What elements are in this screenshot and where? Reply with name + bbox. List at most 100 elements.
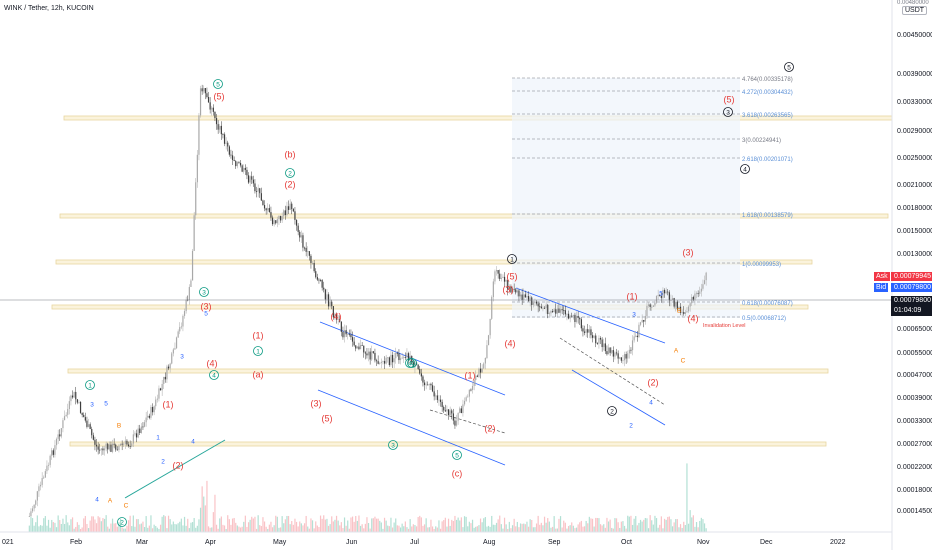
candle-body — [609, 347, 611, 353]
volume-bar — [278, 527, 280, 532]
candle-body — [214, 111, 216, 119]
candle-body — [147, 415, 149, 418]
candle-body — [390, 354, 392, 366]
time-tick-label: Nov — [697, 539, 710, 546]
volume-bar — [204, 505, 206, 532]
volume-bar — [351, 516, 354, 532]
candle-body — [65, 414, 67, 417]
bar-countdown: 01:04:09 — [894, 307, 922, 314]
time-tick-label: Oct — [621, 539, 632, 546]
volume-bar — [694, 526, 696, 532]
volume-bar — [203, 496, 205, 532]
candle-body — [647, 304, 650, 306]
volume-bar — [515, 526, 517, 532]
volume-bar — [385, 520, 387, 532]
volume-bar — [348, 528, 350, 532]
volume-bar — [246, 526, 248, 532]
candle-body — [132, 434, 134, 444]
candle-body — [68, 401, 70, 409]
candle-body — [612, 350, 614, 357]
wave-label: (2) — [485, 424, 496, 434]
wave-label: 5 — [104, 401, 108, 408]
wave-label: (5) — [322, 414, 333, 424]
candle-body — [516, 290, 518, 293]
candle-body — [679, 306, 682, 313]
volume-bar — [78, 524, 80, 532]
volume-bar — [59, 520, 61, 532]
volume-bar — [387, 525, 389, 532]
volume-bar — [617, 522, 619, 532]
fib-label: 1.618(0.00138579) — [742, 213, 793, 219]
volume-bar — [399, 527, 402, 532]
volume-bar — [539, 524, 541, 532]
volume-bar — [254, 516, 256, 532]
candle-body — [447, 409, 450, 416]
quote-unit-badge[interactable]: USDT — [902, 6, 928, 15]
candle-body — [177, 331, 179, 338]
candle-body — [559, 309, 562, 313]
candle-body — [78, 401, 80, 403]
candle-body — [627, 353, 629, 359]
candle-body — [249, 176, 251, 183]
volume-bar — [281, 516, 283, 532]
candle-body — [555, 309, 557, 314]
wave-label: 3 — [632, 312, 636, 319]
candle-body — [73, 391, 75, 398]
volume-bar — [667, 516, 669, 532]
candle-body — [305, 247, 307, 252]
volume-bar — [687, 523, 690, 532]
candle-body — [260, 193, 262, 201]
volume-bar — [663, 518, 666, 532]
candle-body — [623, 354, 626, 361]
candle-body — [492, 281, 494, 298]
price-tick-label: 0.00047000 — [897, 372, 932, 379]
volume-bar — [547, 518, 549, 532]
volume-bar — [275, 515, 277, 532]
volume-bar — [209, 527, 211, 532]
time-tick-label: Sep — [548, 539, 561, 546]
candle-body — [118, 445, 120, 450]
volume-bar — [195, 527, 197, 532]
price-tick-label: 0.00330000 — [897, 99, 932, 106]
wave-label: (2) — [173, 461, 184, 471]
volume-bar — [535, 523, 538, 532]
wave-label: 5 — [659, 291, 663, 298]
volume-bar — [227, 515, 229, 532]
volume-bar — [398, 525, 400, 532]
candle-body — [358, 346, 360, 350]
candle-body — [36, 491, 38, 501]
candle-body — [190, 280, 192, 287]
volume-bar — [118, 521, 120, 532]
candle-body — [375, 360, 378, 362]
channel-line — [317, 389, 506, 466]
volume-bar — [529, 519, 531, 532]
volume-bar — [182, 525, 184, 532]
wave-label-ring — [117, 517, 127, 527]
candle-body — [548, 313, 550, 315]
candle-body — [572, 314, 574, 316]
wave-label: 5 — [216, 82, 220, 89]
candle-body — [161, 383, 163, 391]
volume-bar — [265, 526, 267, 532]
wave-label-ring — [607, 406, 617, 416]
volume-bar — [388, 526, 390, 532]
volume-bar — [142, 521, 144, 532]
candle-body — [321, 280, 323, 288]
wave-label: 1 — [156, 435, 160, 442]
volume-bar — [267, 528, 269, 532]
candle-body — [283, 210, 285, 217]
chart-title: WINK / Tether, 12h, KUCOIN — [4, 5, 94, 12]
volume-bar — [137, 519, 139, 532]
wave-label: C — [681, 358, 686, 365]
price-tick-label: 0.00290000 — [897, 128, 932, 135]
volume-bar — [431, 526, 434, 532]
candle-body — [158, 388, 160, 399]
candle-body — [702, 284, 704, 289]
volume-bar — [689, 510, 691, 532]
volume-bar — [423, 524, 426, 532]
volume-bar — [628, 516, 630, 532]
volume-bar — [675, 519, 677, 532]
candle-body — [436, 395, 438, 400]
volume-bar — [647, 528, 650, 532]
